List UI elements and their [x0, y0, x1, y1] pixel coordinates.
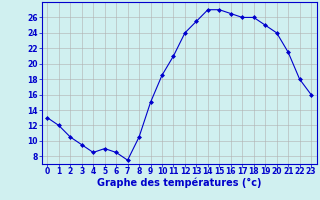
X-axis label: Graphe des températures (°c): Graphe des températures (°c)	[97, 178, 261, 188]
